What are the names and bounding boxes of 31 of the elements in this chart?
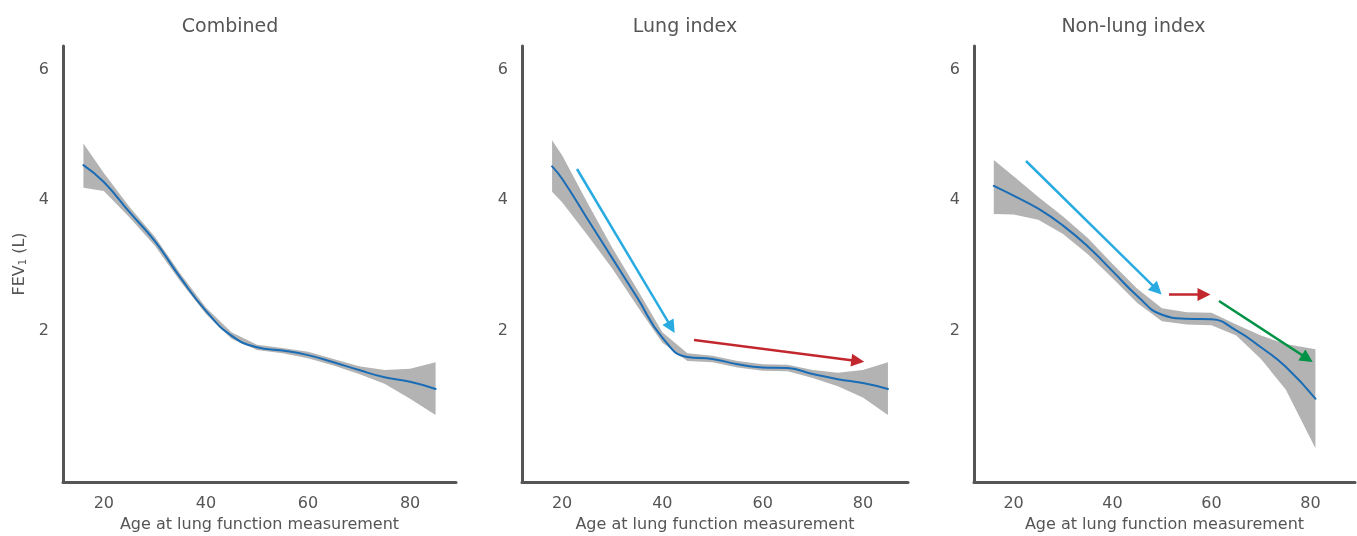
- x-axis-title: Age at lung function measurement: [119, 513, 400, 533]
- y-tick-label: 6: [497, 59, 508, 79]
- line-series: [551, 165, 889, 390]
- y-tick-label: 4: [38, 189, 49, 209]
- x-tick-label: 20: [1003, 492, 1024, 512]
- y-tick-label: 4: [497, 189, 508, 209]
- chart-title: Non-lung index: [1061, 13, 1206, 36]
- x-tick-label: 80: [399, 492, 421, 512]
- chart-title: Combined: [181, 13, 279, 36]
- x-tick-label: 20: [551, 492, 573, 512]
- y-tick-label: 2: [497, 319, 508, 339]
- y-axis-title: FEV1 (L): [8, 232, 28, 296]
- chart-title: Lung index: [632, 13, 738, 36]
- x-tick-label: 20: [93, 492, 115, 512]
- x-tick-label: 60: [297, 492, 319, 512]
- x-tick-label: 80: [1300, 492, 1321, 512]
- x-tick-label: 60: [1201, 492, 1222, 512]
- y-tick-label: 6: [38, 59, 49, 79]
- y-tick-label: 2: [38, 319, 49, 339]
- y-tick-label: 6: [949, 59, 960, 79]
- x-tick-label: 40: [195, 492, 217, 512]
- x-tick-label: 40: [1102, 492, 1123, 512]
- y-tick-label: 2: [949, 319, 960, 339]
- x-tick-label: 60: [752, 492, 773, 512]
- y-tick-label: 4: [949, 189, 960, 209]
- line-series: [82, 164, 437, 390]
- x-axis-title: Age at lung function measurement: [575, 513, 855, 533]
- x-tick-label: 80: [852, 492, 874, 512]
- x-axis-title: Age at lung function measurement: [1024, 513, 1305, 533]
- line-series: [992, 184, 1317, 400]
- x-tick-label: 40: [652, 492, 673, 512]
